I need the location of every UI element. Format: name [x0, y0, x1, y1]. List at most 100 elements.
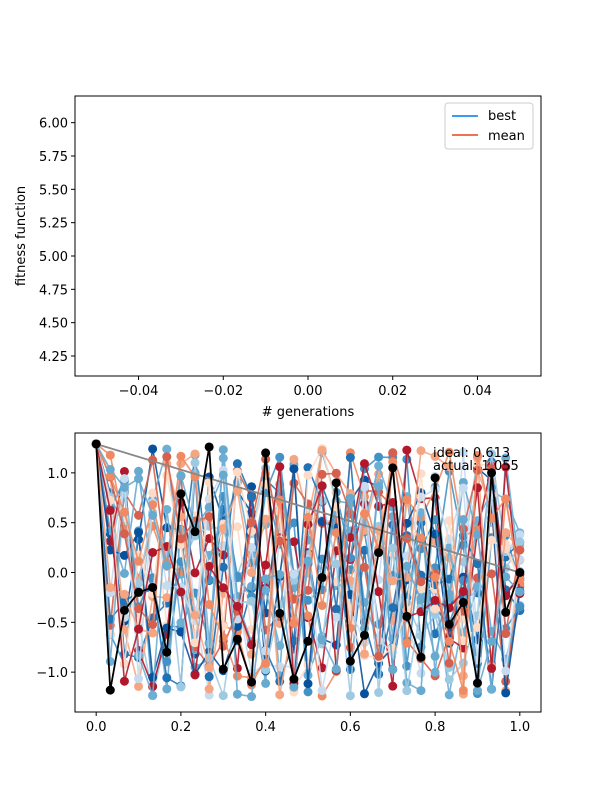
background-series-point: [148, 628, 158, 638]
background-series-point: [176, 534, 186, 544]
background-series-point: [176, 451, 186, 461]
background-series-point: [458, 515, 468, 525]
highlight-series-point: [204, 442, 214, 452]
highlight-series-point: [232, 634, 242, 644]
background-series-point: [247, 492, 257, 502]
highlight-series-point: [91, 439, 101, 449]
background-series-point: [105, 505, 115, 515]
highlight-series-point: [374, 548, 384, 558]
legend-box: [444, 102, 534, 150]
background-series-point: [501, 629, 511, 639]
background-series-point: [119, 589, 129, 599]
background-series-point: [176, 587, 186, 597]
background-series-point: [458, 586, 468, 596]
background-series-point: [444, 675, 454, 685]
bottom-y-tick-label: −1.0: [36, 666, 68, 681]
background-series-point: [275, 462, 285, 472]
highlight-series-point: [289, 674, 299, 684]
background-series-point: [261, 574, 271, 584]
background-series-point: [134, 650, 144, 660]
background-series-point: [105, 656, 115, 666]
background-series-point: [218, 691, 228, 701]
highlight-series-point: [190, 527, 200, 537]
top-y-tick-label: 5.00: [39, 250, 68, 265]
background-series-point: [402, 561, 412, 571]
background-series-point: [515, 587, 525, 597]
background-series-point: [331, 559, 341, 569]
background-series-point: [501, 688, 511, 698]
background-series-point: [232, 522, 242, 532]
background-series-point: [176, 459, 186, 469]
top-y-tick-label: 4.50: [39, 317, 68, 332]
background-series-point: [289, 464, 299, 474]
highlight-series-point: [317, 572, 327, 582]
background-series-point: [472, 686, 482, 696]
highlight-series-point: [134, 587, 144, 597]
background-series-point: [444, 462, 454, 472]
background-series-point: [515, 537, 525, 547]
background-series-point: [218, 583, 228, 593]
background-series-point: [204, 663, 214, 673]
bottom-x-tick-label: 1.0: [509, 720, 530, 735]
background-series-point: [416, 446, 426, 456]
background-series-point: [317, 686, 327, 696]
top-y-tick-label: 5.25: [39, 217, 68, 232]
background-series-point: [218, 633, 228, 643]
background-series-point: [487, 569, 497, 579]
background-series-point: [105, 471, 115, 481]
background-series-point: [204, 599, 214, 609]
background-series-point: [444, 447, 454, 457]
bottom-x-tick-label: 0.4: [255, 720, 276, 735]
background-series-point: [374, 501, 384, 511]
background-series-point: [430, 572, 440, 582]
background-series-point: [218, 562, 228, 572]
background-series-point: [275, 641, 285, 651]
background-series-point: [501, 528, 511, 538]
background-series-point: [190, 610, 200, 620]
highlight-series-point: [430, 473, 440, 483]
background-series-point: [190, 638, 200, 648]
bottom-y-tick-label: 1.0: [47, 467, 68, 482]
highlight-series-point: [501, 607, 511, 617]
background-series-point: [134, 624, 144, 634]
background-series-point: [515, 545, 525, 555]
background-series-point: [317, 635, 327, 645]
background-series-point: [275, 690, 285, 700]
highlight-series-point: [416, 652, 426, 662]
background-series-point: [345, 643, 355, 653]
background-series-point: [416, 686, 426, 696]
background-series-point: [176, 627, 186, 637]
top-x-axis-label: # generations: [262, 405, 355, 420]
background-series-point: [359, 481, 369, 491]
background-series-point: [458, 627, 468, 637]
background-series-point: [458, 658, 468, 668]
background-series-point: [289, 537, 299, 547]
bottom-x-tick-label: 0.2: [171, 720, 192, 735]
background-series-point: [204, 502, 214, 512]
background-series-point: [317, 445, 327, 455]
background-series-point: [402, 495, 412, 505]
background-series-point: [359, 509, 369, 519]
top-x-tick-label: 0.02: [378, 384, 407, 399]
background-series-point: [430, 604, 440, 614]
background-series-point: [331, 612, 341, 622]
background-series-point: [416, 577, 426, 587]
highlight-series-point: [261, 448, 271, 458]
background-series-point: [458, 671, 468, 681]
background-series-point: [275, 569, 285, 579]
highlight-series-point: [105, 685, 115, 695]
background-series-point: [162, 504, 172, 514]
background-series-point: [261, 514, 271, 524]
background-series-point: [359, 649, 369, 659]
background-series-point: [176, 618, 186, 628]
background-series-point: [275, 536, 285, 546]
background-series-point: [303, 679, 313, 689]
highlight-series-point: [402, 611, 412, 621]
background-series-point: [444, 690, 454, 700]
highlight-series-point: [331, 478, 341, 488]
background-series-point: [430, 595, 440, 605]
background-series-point: [190, 449, 200, 459]
background-series-point: [515, 602, 525, 612]
trend-line: [95, 443, 521, 574]
top-x-tick-label: −0.02: [203, 384, 243, 399]
